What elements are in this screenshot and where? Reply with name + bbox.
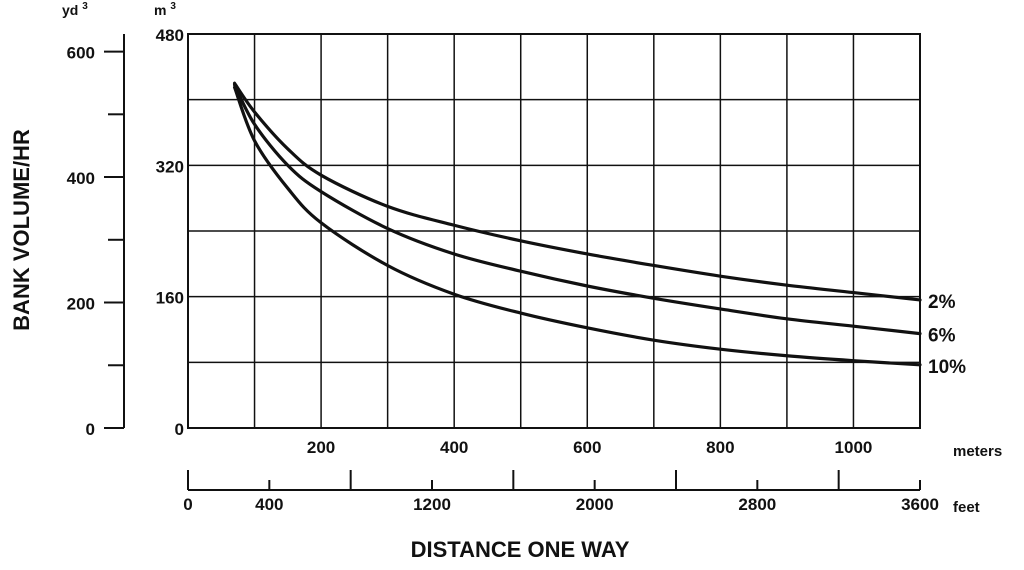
series-line xyxy=(232,83,922,336)
series-label: 6% xyxy=(928,326,956,347)
series-line xyxy=(232,81,922,302)
x-tick-label-meters: 600 xyxy=(573,438,601,457)
y-unit-m3: m 3 xyxy=(154,1,176,18)
x-tick-label-feet: 1200 xyxy=(413,495,451,514)
y-tick-label-m3: 160 xyxy=(156,289,184,308)
series-label: 2% xyxy=(928,292,956,313)
x-tick-label-meters: 800 xyxy=(706,438,734,457)
y-tick-label-m3: 320 xyxy=(156,157,184,176)
y-unit-yd3-base: yd xyxy=(62,2,78,18)
series-lines xyxy=(232,81,922,367)
x-unit-meters: meters xyxy=(953,443,1002,460)
x-tick-label-feet: 2800 xyxy=(738,495,776,514)
y-tick-label-yd3: 0 xyxy=(86,420,95,439)
x-tick-label-feet: 400 xyxy=(255,495,283,514)
y-unit-m3-sup: 3 xyxy=(170,1,176,12)
y-tick-label-yd3: 600 xyxy=(67,44,95,63)
x-axis-title: DISTANCE ONE WAY xyxy=(411,537,630,562)
tick-labels: 0 160 320 480 0 200 400 600 200 400 600 800 1000 0 400… xyxy=(67,26,967,514)
axes xyxy=(104,34,921,491)
y-tick-label-m3: 0 xyxy=(175,420,184,439)
x-tick-label-meters: 1000 xyxy=(835,438,873,457)
y-tick-label-m3: 480 xyxy=(156,26,184,45)
x-unit-feet: feet xyxy=(953,499,980,516)
series-label: 10% xyxy=(928,357,966,378)
x-tick-label-meters: 200 xyxy=(307,438,335,457)
x-tick-label-feet: 2000 xyxy=(576,495,614,514)
x-tick-label-meters: 400 xyxy=(440,438,468,457)
grid xyxy=(187,33,921,429)
x-tick-label-feet: 0 xyxy=(183,495,192,514)
y-tick-label-yd3: 200 xyxy=(67,295,95,314)
y-axis-title: BANK VOLUME/HR xyxy=(9,129,34,331)
y-unit-yd3-sup: 3 xyxy=(82,1,88,12)
x-tick-label-feet: 3600 xyxy=(901,495,939,514)
y-unit-m3-base: m xyxy=(154,2,166,18)
series-line xyxy=(232,85,922,367)
y-tick-label-yd3: 400 xyxy=(67,169,95,188)
y-unit-yd3: yd 3 xyxy=(62,1,88,18)
